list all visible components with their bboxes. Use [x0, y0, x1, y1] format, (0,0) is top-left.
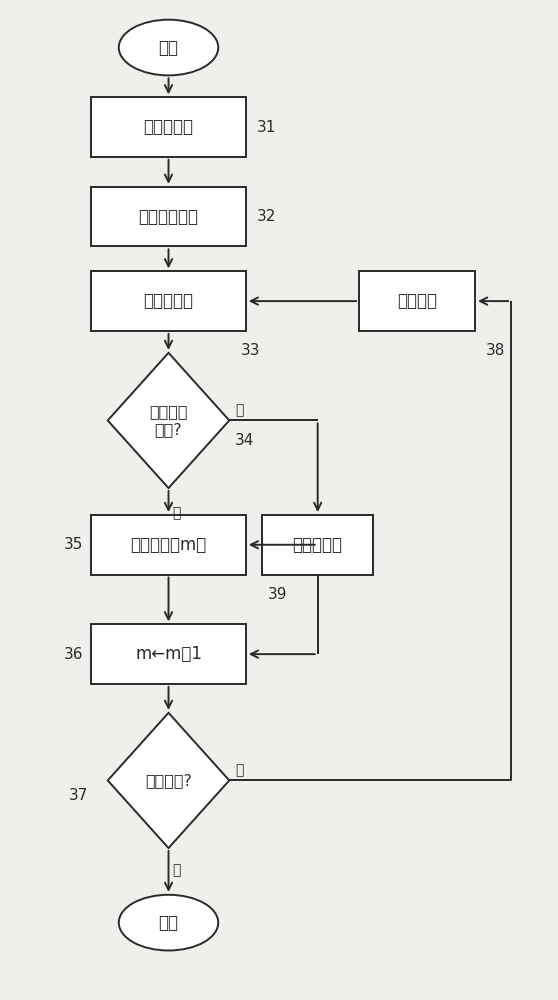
Text: 37: 37 — [69, 788, 89, 803]
Text: 35: 35 — [64, 537, 83, 552]
FancyBboxPatch shape — [91, 624, 246, 684]
Text: 否: 否 — [172, 863, 181, 877]
Text: 开始计时器: 开始计时器 — [143, 118, 194, 136]
Text: 33: 33 — [240, 343, 260, 358]
FancyBboxPatch shape — [262, 515, 373, 575]
Text: m←m＋1: m←m＋1 — [135, 645, 202, 663]
Text: 36: 36 — [64, 647, 83, 662]
FancyBboxPatch shape — [91, 515, 246, 575]
Ellipse shape — [119, 20, 218, 75]
Text: 34: 34 — [235, 433, 254, 448]
Text: 下一声道: 下一声道 — [397, 292, 437, 310]
Text: 38: 38 — [486, 343, 506, 358]
Text: 是: 是 — [235, 763, 243, 777]
Text: 结束: 结束 — [158, 914, 179, 932]
Text: 仍有足够
时间?: 仍有足够 时间? — [149, 404, 187, 437]
Text: 32: 32 — [257, 209, 276, 224]
Text: 39: 39 — [268, 587, 287, 602]
FancyBboxPatch shape — [91, 97, 246, 157]
Text: 标记声道（m）: 标记声道（m） — [131, 536, 206, 554]
FancyBboxPatch shape — [359, 271, 475, 331]
Text: 不标记声道: 不标记声道 — [293, 536, 343, 554]
Text: 是: 是 — [172, 506, 181, 520]
Text: 否: 否 — [235, 403, 243, 418]
FancyBboxPatch shape — [91, 187, 246, 246]
Text: 读取计时器: 读取计时器 — [143, 292, 194, 310]
Text: 更多声道?: 更多声道? — [145, 773, 192, 788]
Text: 31: 31 — [257, 120, 276, 135]
Polygon shape — [108, 713, 229, 848]
Text: 选择第一声道: 选择第一声道 — [138, 208, 199, 226]
Polygon shape — [108, 353, 229, 488]
Text: 开始: 开始 — [158, 39, 179, 57]
FancyBboxPatch shape — [91, 271, 246, 331]
Ellipse shape — [119, 895, 218, 950]
